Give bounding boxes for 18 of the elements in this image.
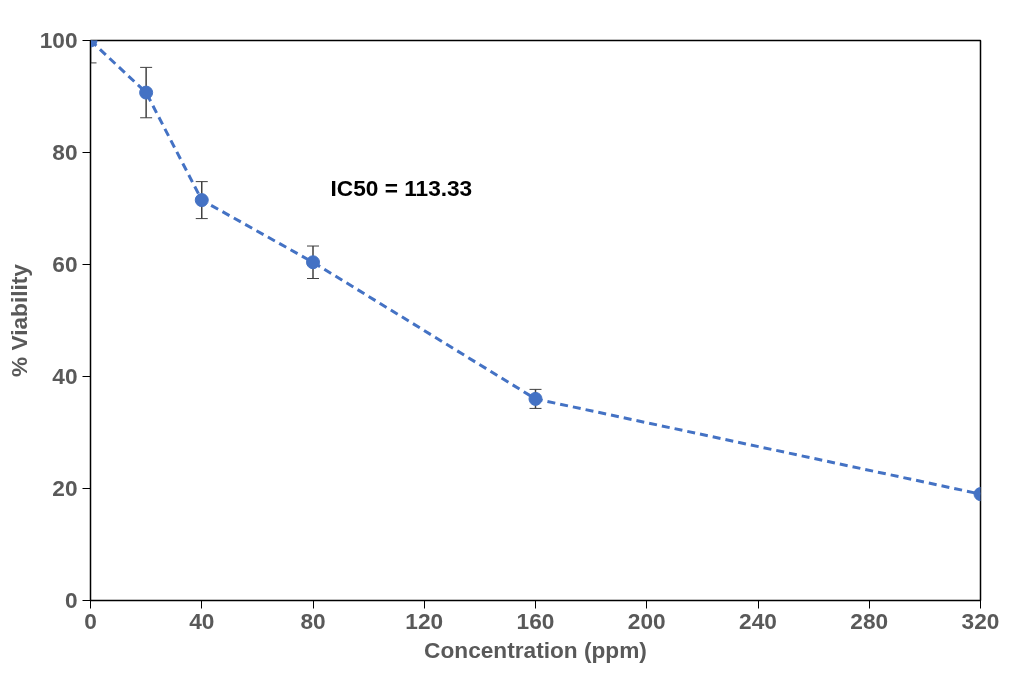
x-tick-label: 120 (405, 607, 444, 634)
x-axis-title: Concentration (ppm) (424, 636, 647, 663)
x-tick-label: 280 (850, 607, 889, 634)
x-tick-label: 40 (189, 607, 215, 634)
x-tick-label: 80 (300, 607, 326, 634)
y-axis-title: % Viability (5, 263, 32, 377)
x-tick-label: 200 (627, 607, 666, 634)
y-tick-label: 20 (52, 475, 78, 501)
y-tick-label: 80 (52, 139, 78, 165)
x-tick-label: 160 (516, 607, 555, 634)
annotation: IC50 = 113.33 (330, 174, 473, 201)
y-tick-label: 100 (39, 27, 78, 53)
y-tick-label: 0 (64, 587, 78, 613)
x-tick-label: 240 (739, 607, 777, 634)
x-tick-label: 320 (961, 607, 1000, 634)
y-tick-label: 60 (52, 251, 78, 277)
x-tick-label: 0 (84, 607, 97, 634)
y-tick-label: 40 (52, 363, 78, 389)
